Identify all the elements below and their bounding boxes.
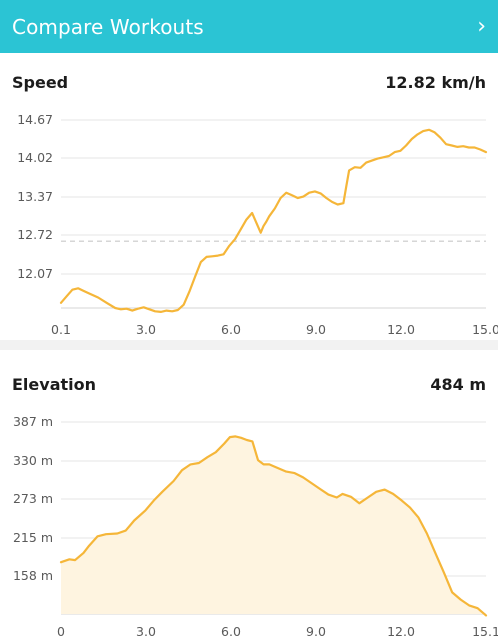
x-tick-label: 0.1 [51, 322, 71, 337]
elevation-value: 484 m [430, 375, 486, 394]
x-tick-label: 9.0 [306, 322, 326, 337]
y-tick-label: 387 m [13, 414, 53, 429]
y-tick-label: 14.02 [17, 150, 53, 165]
app-header: Compare Workouts › [0, 0, 498, 53]
speed-title: Speed [12, 73, 69, 92]
y-tick-label: 158 m [13, 568, 53, 583]
y-tick-label: 330 m [13, 453, 53, 468]
y-tick-label: 273 m [13, 491, 53, 506]
x-tick-label: 15.1 [472, 624, 498, 639]
y-tick-label: 12.72 [17, 227, 53, 242]
y-tick-label: 13.37 [17, 189, 53, 204]
x-tick-label: 6.0 [221, 624, 241, 639]
elevation-title: Elevation [12, 375, 97, 394]
x-tick-label: 15.0 [472, 322, 498, 337]
page-title: Compare Workouts [12, 14, 204, 39]
x-tick-label: 6.0 [221, 322, 241, 337]
x-tick-label: 12.0 [387, 322, 415, 337]
elevation-chart: 387 m 330 m 273 m 215 m 158 m 0 3.0 6.0 9.0 12.0 1… [13, 414, 498, 639]
x-tick-label: 3.0 [136, 624, 156, 639]
y-tick-label: 215 m [13, 530, 53, 545]
x-tick-label: 3.0 [136, 322, 156, 337]
speed-chart: 14.67 14.02 13.37 12.72 12.07 0.1 3.0 6.0 9.0 12.… [17, 112, 498, 337]
speed-value: 12.82 km/h [385, 73, 486, 92]
series-line [59, 128, 488, 313]
x-tick-label: 9.0 [306, 624, 326, 639]
chevron-right-icon[interactable]: › [477, 13, 486, 39]
series-area [61, 436, 486, 616]
x-tick-label: 0 [57, 624, 65, 639]
y-tick-label: 12.07 [17, 266, 53, 281]
x-tick-label: 12.0 [387, 624, 415, 639]
y-tick-label: 14.67 [17, 112, 53, 127]
series-line [59, 435, 488, 617]
section-divider [0, 340, 498, 350]
